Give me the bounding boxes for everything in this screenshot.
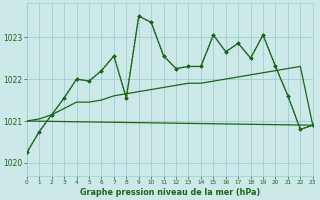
X-axis label: Graphe pression niveau de la mer (hPa): Graphe pression niveau de la mer (hPa) [80, 188, 260, 197]
